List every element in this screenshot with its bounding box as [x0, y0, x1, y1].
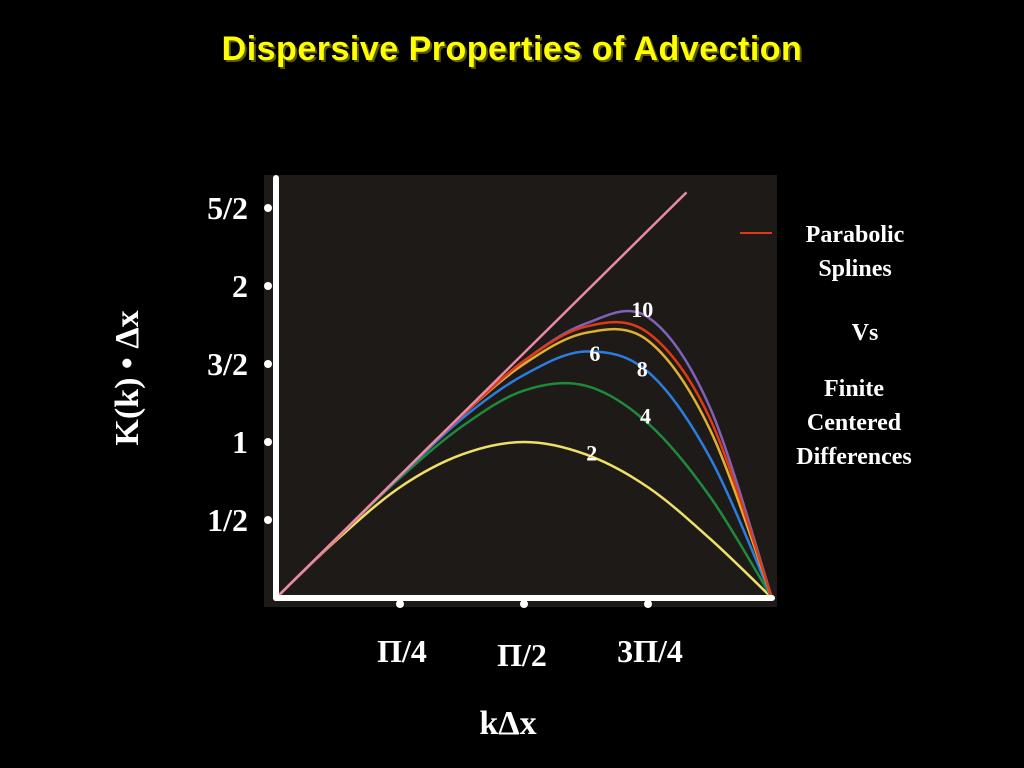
x-tick-mark	[520, 600, 529, 608]
y-tick-mark	[264, 204, 272, 212]
curve-label-6: 6	[589, 341, 600, 366]
x-axis-title: kΔx	[479, 705, 536, 742]
y-ticks: 1/2 1 3/2 2 5/2	[207, 190, 272, 538]
page-title: Dispersive Properties of Advection	[221, 30, 803, 68]
series-group	[275, 191, 774, 599]
legend-marker-parabolic-splines	[740, 232, 772, 234]
y-tick-mark	[264, 282, 272, 290]
curve-label-8: 8	[637, 356, 648, 381]
x-ticks: Π/4 Π/2 3Π/4	[377, 600, 683, 673]
legend-label-vs: Vs	[851, 320, 879, 346]
y-tick-label: 1/2	[207, 502, 248, 538]
legend: Parabolic Splines Vs Finite Centered Dif…	[740, 218, 950, 474]
x-tick-label: Π/4	[377, 633, 427, 669]
y-tick-label: 1	[232, 424, 248, 460]
curve-label-10: 10	[631, 297, 653, 322]
legend-label-finite-centered-differences: Finite Centered Differences	[796, 376, 912, 470]
y-tick-mark	[264, 360, 272, 368]
series-line-2	[275, 440, 773, 599]
curve-label-4: 4	[640, 403, 651, 428]
curve-label-2: 2	[586, 441, 597, 466]
curve-labels: 2 4 6 8 10	[586, 297, 653, 466]
x-tick-mark	[396, 600, 405, 608]
legend-label-parabolic-splines: Parabolic Splines	[805, 222, 905, 282]
y-axis-title: K(k) • Δx	[109, 310, 146, 445]
series-line-unlabeled-6	[275, 191, 688, 599]
x-tick-label: 3Π/4	[617, 633, 683, 669]
y-tick-label: 5/2	[207, 190, 248, 226]
y-tick-mark	[264, 438, 272, 446]
y-tick-label: 3/2	[207, 346, 248, 382]
x-tick-mark	[644, 600, 653, 608]
y-tick-mark	[264, 516, 272, 524]
x-tick-label: Π/2	[497, 637, 547, 673]
y-tick-label: 2	[232, 268, 248, 304]
